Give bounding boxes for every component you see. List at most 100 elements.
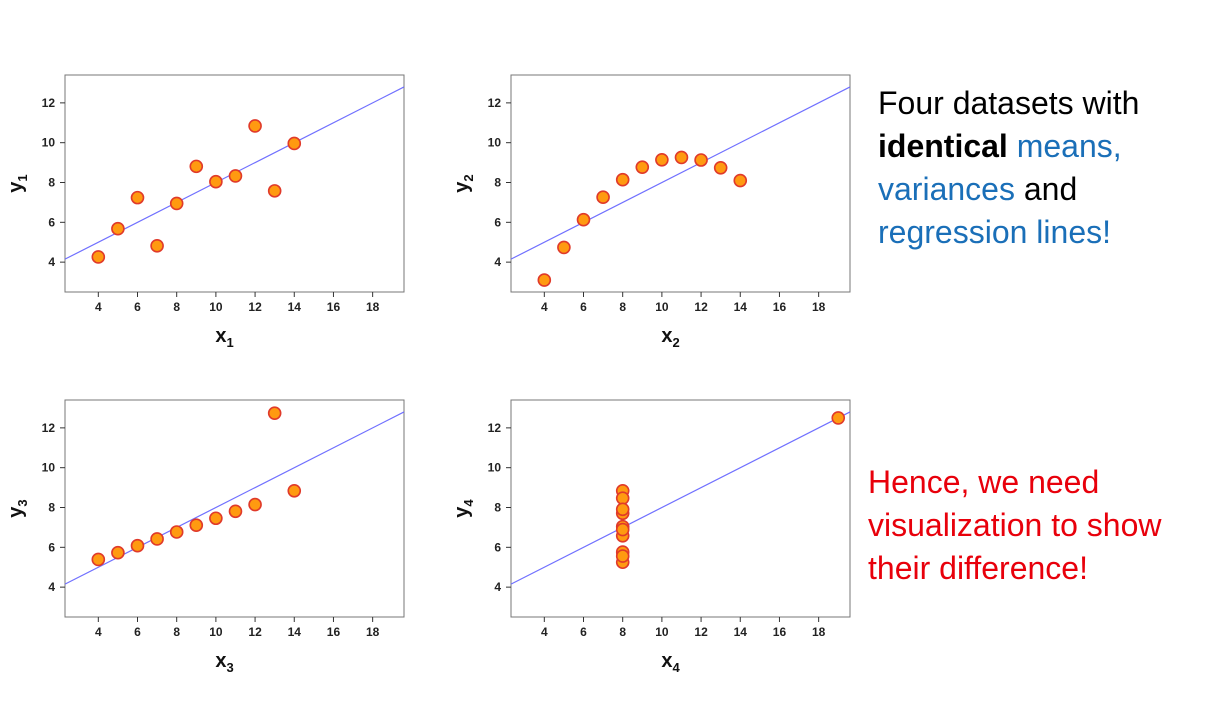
x-tick-label: 16 [327,625,341,639]
x-tick-label: 18 [366,625,380,639]
y-tick-label: 6 [48,215,55,229]
x-tick-label: 4 [95,300,102,314]
data-point [189,518,204,533]
x-tick-label: 8 [173,625,180,639]
y-tick-label: 10 [488,461,502,475]
x-tick-label: 18 [812,300,826,314]
data-point [91,250,106,264]
data-point [615,549,630,563]
plot-frame [510,399,851,618]
data-point [130,190,145,205]
data-point [615,522,630,537]
data-point [537,273,552,287]
data-point [655,153,669,167]
data-point [733,173,748,188]
x-tick-label: 8 [619,625,626,639]
chart-panel-2: 4 6 8 10 12 14 16 18 4 6 8 10 12 x2 y2 [446,60,866,360]
data-point [150,239,164,253]
y-tick-label: 10 [42,461,56,475]
x-tick-label: 4 [95,625,102,639]
x-tick-label: 4 [541,625,548,639]
data-point [169,196,184,211]
note-line-4: regression lines! [878,214,1111,250]
note-line-1: Four datasets with [878,85,1140,121]
x-tick-label: 8 [619,300,626,314]
y-tick-label: 8 [494,176,501,190]
data-point [615,502,630,517]
y-tick-label: 12 [42,421,56,435]
data-point [615,491,630,505]
y-axis-label-4: y4 [451,499,476,518]
x-axis-label-4: x4 [661,650,680,675]
x-tick-label: 6 [134,625,141,639]
data-point [91,552,106,567]
y-tick-label: 6 [494,540,501,554]
data-point [111,221,125,236]
y-tick-label: 8 [48,176,55,190]
x-tick-label: 12 [694,300,708,314]
scatter-plot-1: 4 6 8 10 12 14 16 18 4 6 8 10 12 x1 y1 [5,74,405,350]
data-point [557,240,571,255]
x-axis-label-1: x1 [215,325,233,350]
scatter-plot-3: 4 6 8 10 12 14 16 18 4 6 8 10 12 x3 y3 [5,399,405,675]
x-tick-label: 10 [209,625,223,639]
y-tick-label: 8 [48,501,55,515]
chart-panel-3: 4 6 8 10 12 14 16 18 4 6 8 10 12 x3 y3 [0,385,420,685]
y-tick-label: 10 [488,136,502,150]
y-axis-label-2: y2 [451,174,476,192]
y-tick-label: 10 [42,136,56,150]
scatter-plot-2: 4 6 8 10 12 14 16 18 4 6 8 10 12 x2 y2 [451,74,851,350]
y-tick-label: 4 [48,255,55,269]
data-point [228,169,243,183]
data-point [111,545,125,560]
y-tick-label: 6 [48,540,55,554]
x-tick-label: 10 [655,625,669,639]
data-point [831,411,846,425]
x-axis-label-3: x3 [215,650,233,675]
x-tick-label: 14 [288,300,302,314]
data-point [694,153,708,167]
x-tick-label: 16 [773,625,787,639]
x-tick-label: 16 [327,300,341,314]
scatter-plot-4: 4 6 8 10 12 14 16 18 4 6 8 10 12 x4 y4 [451,399,851,675]
data-point [287,483,302,498]
x-tick-label: 8 [173,300,180,314]
data-point [674,150,689,165]
note-line-5: Hence, we need [868,464,1100,500]
data-point [209,511,223,526]
y-tick-label: 12 [42,96,56,110]
y-axis-label-3: y3 [5,499,30,517]
x-tick-label: 6 [134,300,141,314]
data-point [248,497,262,512]
x-tick-label: 10 [655,300,669,314]
data-point [209,174,223,189]
note-line-6: visualization to show [868,507,1162,543]
regression-line [510,411,851,585]
y-tick-label: 4 [48,580,55,594]
data-point [130,538,145,553]
x-tick-label: 10 [209,300,223,314]
data-point [150,532,164,546]
plot-frame [64,74,405,293]
y-tick-label: 12 [488,96,502,110]
note-line-3: variances and [878,171,1078,207]
x-tick-label: 4 [541,300,548,314]
x-tick-label: 14 [288,625,302,639]
y-tick-label: 4 [494,580,501,594]
data-point [713,160,728,175]
x-tick-label: 12 [248,300,262,314]
y-tick-label: 4 [494,255,501,269]
data-point [228,504,243,519]
x-tick-label: 12 [248,625,262,639]
plot-frame [64,399,405,618]
data-point [287,136,302,151]
y-tick-label: 8 [494,501,501,515]
regression-line [510,86,851,260]
note-line-7: their difference! [868,550,1088,586]
x-tick-label: 16 [773,300,787,314]
x-tick-label: 14 [734,300,748,314]
data-point [635,160,650,174]
x-tick-label: 14 [734,625,748,639]
x-tick-label: 12 [694,625,708,639]
data-point [267,406,282,420]
